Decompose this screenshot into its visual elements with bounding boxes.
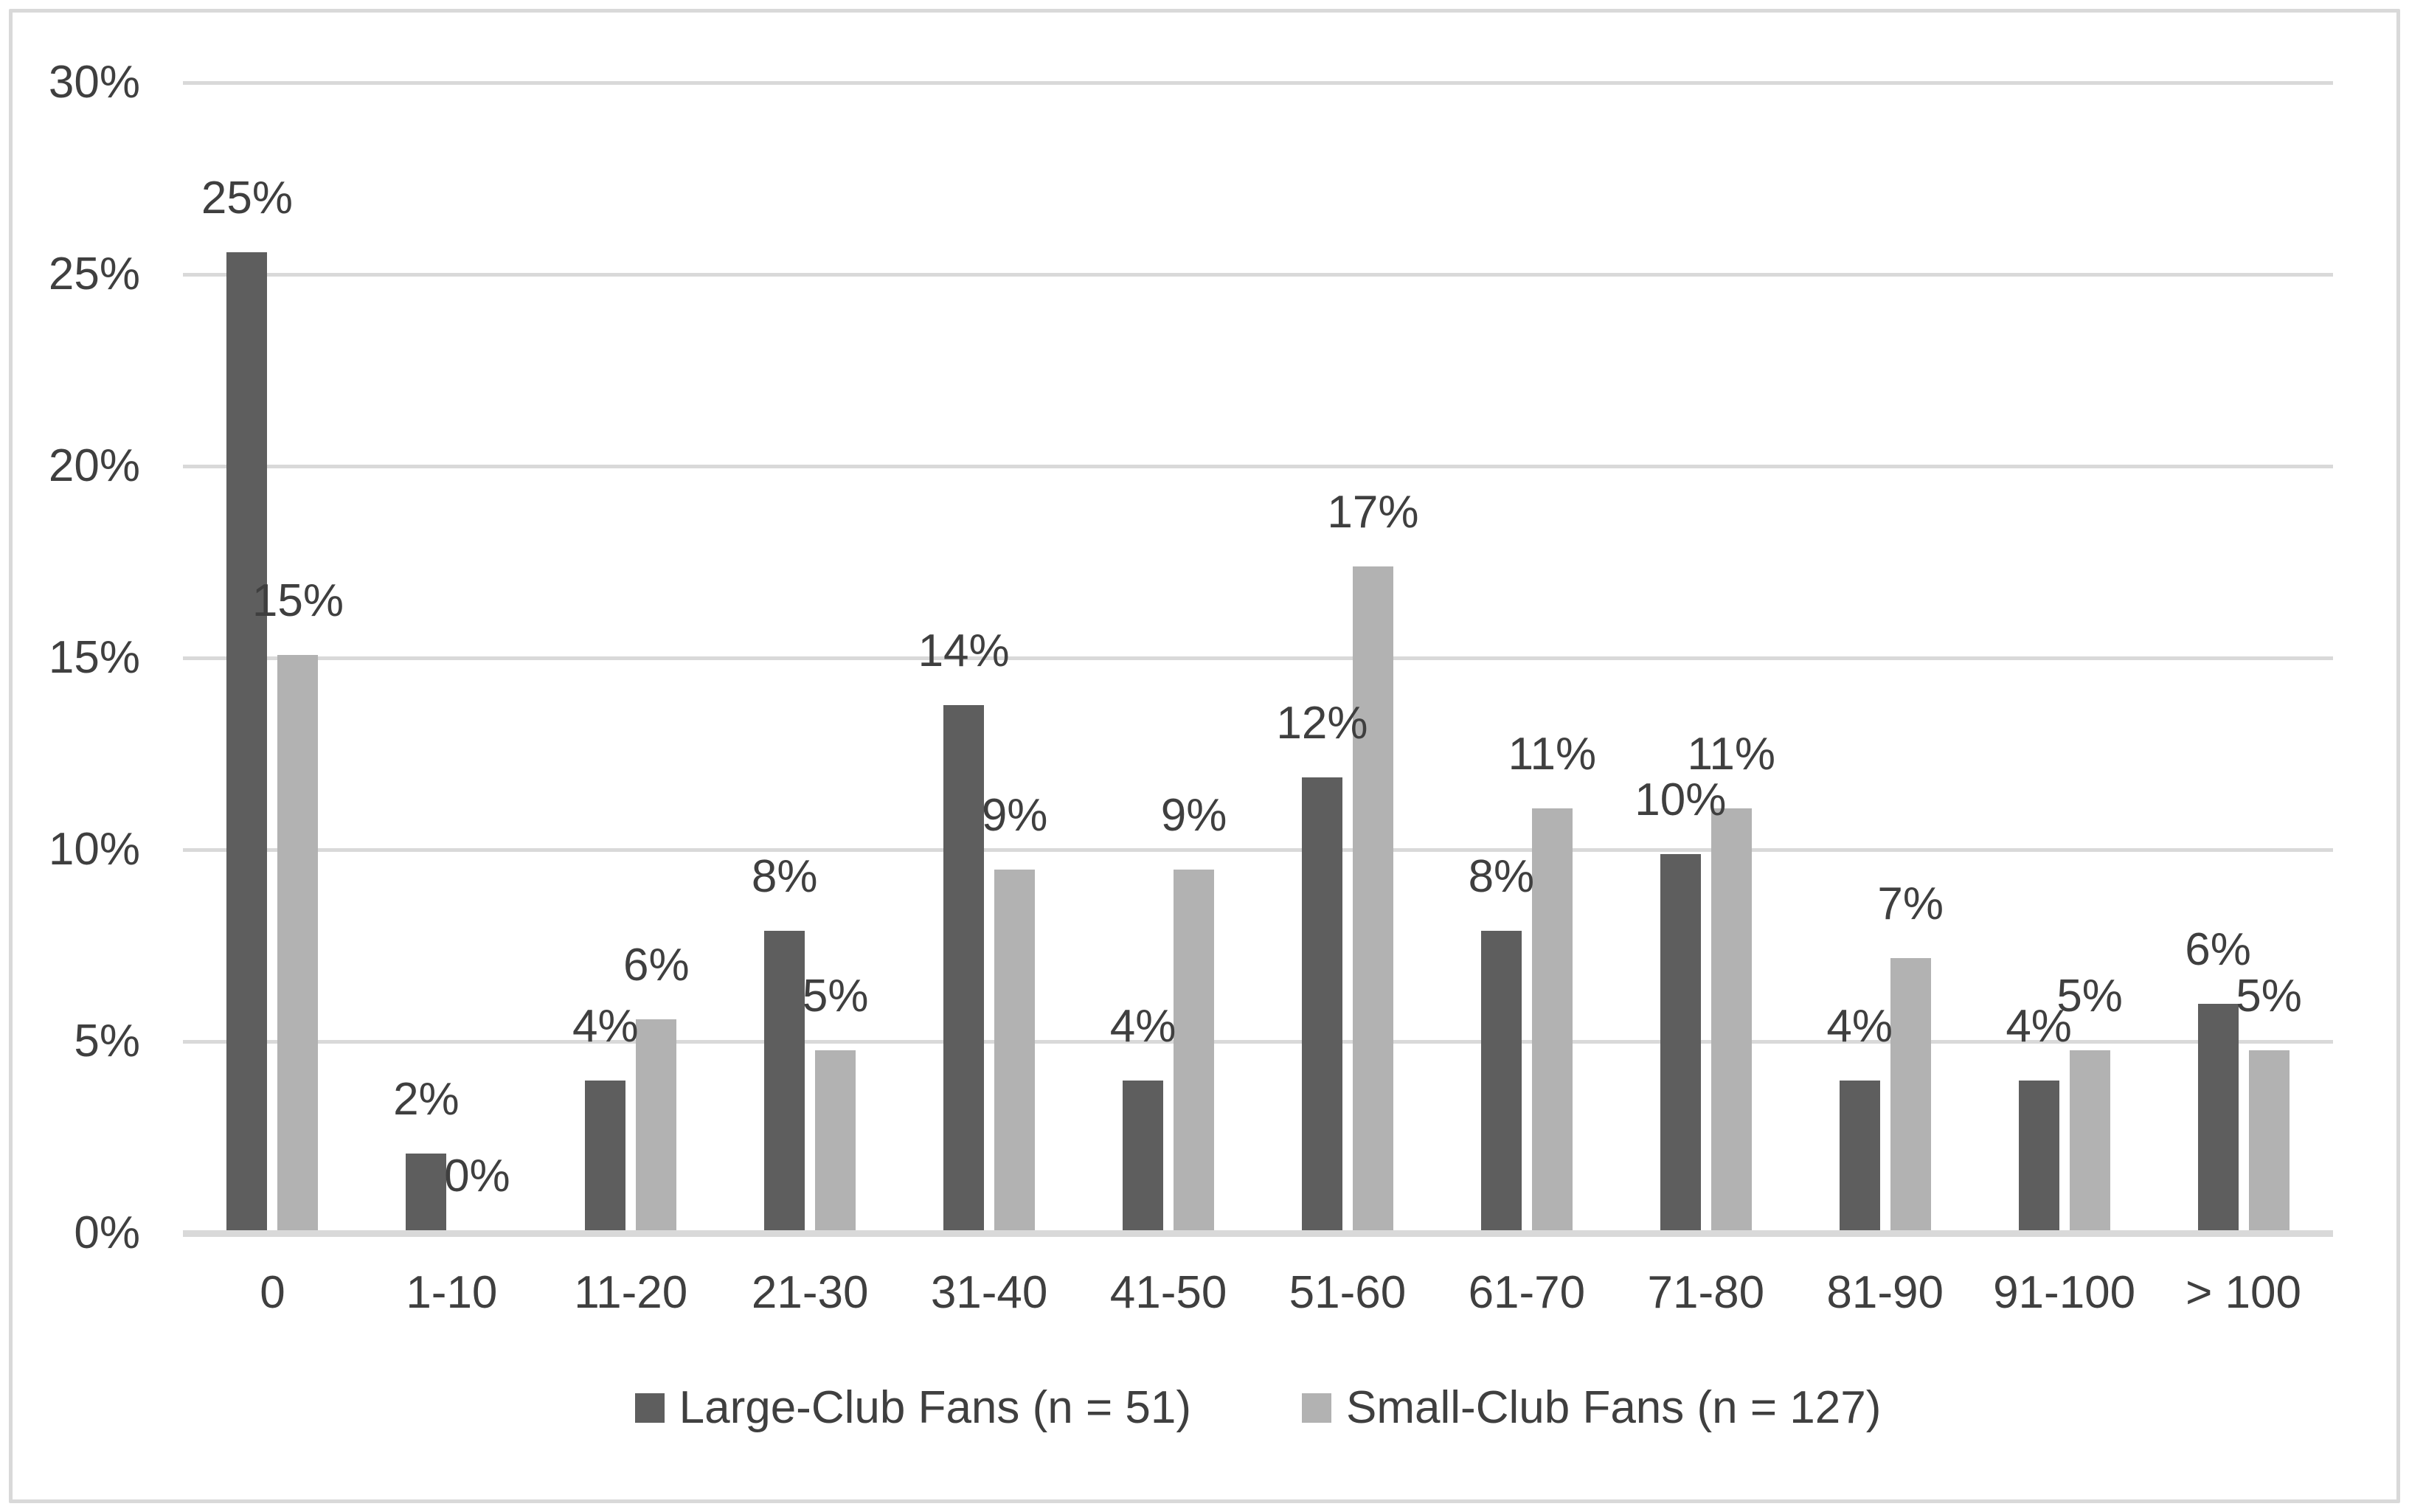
data-label-large-club-fans-81-90: 4%	[1826, 1001, 1893, 1052]
data-label-small-club-fans-71-80: 11%	[1687, 729, 1776, 780]
x-axis-category-label: 91-100	[1993, 1267, 2136, 1318]
x-axis-category-label: 51-60	[1289, 1267, 1407, 1318]
bar-small-club-fans-41-50	[1174, 870, 1215, 1230]
bar-small-club-fans-51-60	[1352, 566, 1393, 1230]
legend-label: Large-Club Fans (n = 51)	[679, 1382, 1192, 1433]
data-label-small-club-fans-61-70: 11%	[1508, 729, 1597, 780]
y-axis-tick-label: 10%	[48, 824, 140, 875]
data-label-large-club-fans-61-70: 8%	[1468, 851, 1535, 903]
bar-large-club-fans-71-80	[1660, 854, 1701, 1230]
y-axis-tick-label: 25%	[48, 249, 140, 299]
x-axis-category-label: > 100	[2186, 1267, 2301, 1318]
bar-small-club-fans-> 100	[2248, 1050, 2290, 1230]
y-axis-tick-label: 0%	[74, 1207, 140, 1258]
bar-large-club-fans-11-20	[585, 1081, 626, 1230]
data-label-large-club-fans-91-100: 4%	[2006, 1001, 2072, 1052]
data-label-small-club-fans-21-30: 5%	[802, 970, 869, 1022]
legend-label: Small-Club Fans (n = 127)	[1346, 1382, 1882, 1433]
y-axis-tick-label: 30%	[48, 57, 140, 108]
x-axis-category-label: 1-10	[406, 1267, 498, 1318]
data-label-large-club-fans-> 100: 6%	[2185, 924, 2251, 976]
data-label-small-club-fans-1-10: 0%	[444, 1151, 510, 1201]
bar-small-club-fans-11-20	[636, 1019, 677, 1230]
bar-large-club-fans-91-100	[2018, 1081, 2059, 1230]
legend-item-large-club-fans: Large-Club Fans (n = 51)	[634, 1381, 1192, 1435]
data-label-large-club-fans-31-40: 14%	[918, 625, 1010, 676]
data-label-small-club-fans-91-100: 5%	[2056, 970, 2123, 1022]
data-label-large-club-fans-11-20: 4%	[572, 1001, 639, 1052]
y-axis-tick-label: 5%	[74, 1016, 140, 1067]
x-axis-category-label: 61-70	[1468, 1267, 1586, 1318]
bar-small-club-fans-71-80	[1710, 808, 1752, 1230]
x-axis-category-label: 11-20	[574, 1267, 688, 1318]
gridline-10	[183, 848, 2333, 852]
x-axis-category-label: 0	[260, 1267, 285, 1318]
legend-item-small-club-fans: Small-Club Fans (n = 127)	[1302, 1381, 1881, 1435]
data-label-large-club-fans-0: 25%	[201, 173, 293, 223]
data-label-small-club-fans-11-20: 6%	[623, 940, 690, 991]
bar-small-club-fans-61-70	[1531, 808, 1573, 1230]
data-label-small-club-fans-41-50: 9%	[1160, 790, 1227, 842]
x-axis-category-label: 41-50	[1109, 1267, 1227, 1318]
x-axis-category-label: 21-30	[751, 1267, 869, 1318]
bar-large-club-fans-21-30	[764, 931, 805, 1230]
data-label-large-club-fans-71-80: 10%	[1635, 774, 1727, 826]
bar-small-club-fans-31-40	[994, 870, 1036, 1230]
bar-small-club-fans-81-90	[1890, 957, 1931, 1230]
gridline-15	[183, 656, 2333, 660]
legend-swatch-large-club-fans	[634, 1393, 665, 1423]
data-label-large-club-fans-51-60: 12%	[1276, 698, 1368, 749]
gridline-30	[183, 81, 2333, 85]
legend: Large-Club Fans (n = 51) Small-Club Fans …	[183, 1381, 2333, 1435]
gridline-20	[183, 465, 2333, 468]
x-axis-category-label: 31-40	[930, 1267, 1048, 1318]
x-axis-category-label: 71-80	[1647, 1267, 1765, 1318]
bar-large-club-fans-0	[226, 252, 268, 1230]
gridline-25	[183, 273, 2333, 277]
bar-large-club-fans-41-50	[1123, 1081, 1164, 1230]
bar-large-club-fans-81-90	[1839, 1081, 1880, 1230]
data-label-small-club-fans-> 100: 5%	[2236, 970, 2302, 1022]
data-label-small-club-fans-31-40: 9%	[981, 790, 1048, 842]
data-label-small-club-fans-0: 15%	[252, 575, 344, 626]
bar-large-club-fans-51-60	[1301, 777, 1342, 1230]
x-axis-category-label: 81-90	[1826, 1267, 1944, 1318]
data-label-large-club-fans-1-10: 2%	[393, 1074, 460, 1125]
y-axis-tick-label: 15%	[48, 632, 140, 683]
x-axis-line	[183, 1230, 2333, 1237]
y-axis-tick-label: 20%	[48, 440, 140, 491]
bar-large-club-fans-31-40	[943, 704, 985, 1230]
gridline-5	[183, 1040, 2333, 1044]
data-label-large-club-fans-41-50: 4%	[1109, 1001, 1176, 1052]
legend-swatch-small-club-fans	[1302, 1393, 1332, 1423]
bar-small-club-fans-21-30	[815, 1050, 856, 1230]
bar-large-club-fans-61-70	[1480, 931, 1522, 1230]
data-label-large-club-fans-21-30: 8%	[751, 851, 818, 903]
data-label-small-club-fans-51-60: 17%	[1327, 487, 1419, 538]
bar-small-club-fans-91-100	[2069, 1050, 2110, 1230]
bar-large-club-fans-> 100	[2197, 1004, 2239, 1230]
bar-large-club-fans-1-10	[406, 1154, 447, 1230]
data-label-small-club-fans-81-90: 7%	[1877, 878, 1944, 929]
bar-small-club-fans-0	[277, 655, 319, 1230]
